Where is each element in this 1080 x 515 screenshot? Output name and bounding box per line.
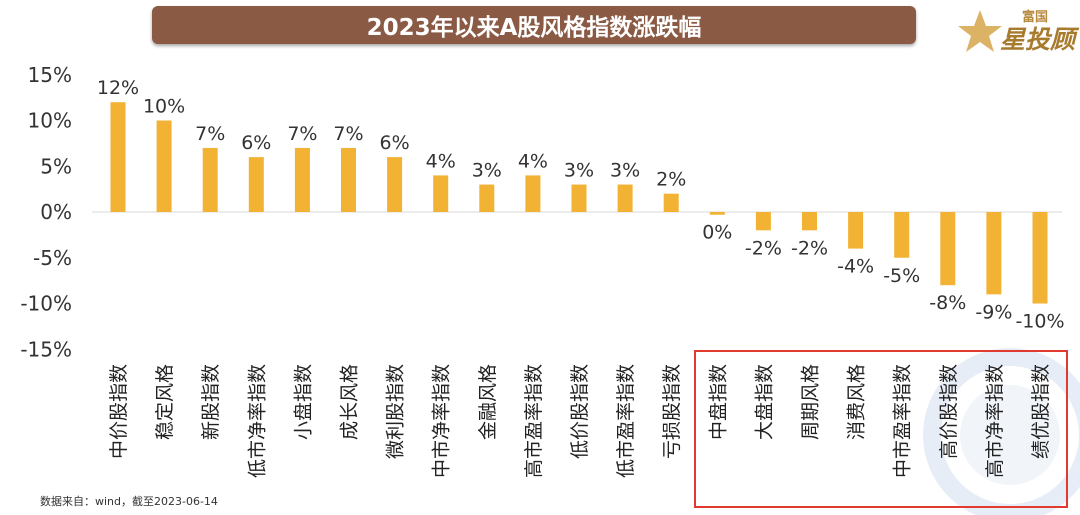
data-label: -2% (745, 237, 782, 259)
category-label: 金融风格 (477, 364, 499, 440)
bar (387, 157, 403, 212)
y-tick-label: -5% (33, 246, 72, 270)
y-tick-label: 5% (40, 154, 72, 178)
chart-title: 2023年以来A股风格指数涨跌幅 (152, 6, 916, 44)
category-label: 低价股指数 (569, 364, 591, 459)
category-label: 周期风格 (800, 364, 822, 440)
category-label: 低市净率指数 (246, 364, 268, 478)
data-label: 3% (564, 160, 594, 182)
category-label: 新股指数 (200, 364, 222, 440)
bar (986, 212, 1002, 295)
category-label: 微利股指数 (385, 364, 407, 459)
category-label: 稳定风格 (154, 364, 176, 440)
data-label: 7% (287, 123, 317, 145)
bar (709, 212, 725, 215)
source-note: 数据来自：wind，截至2023-06-14 (40, 495, 218, 508)
data-label: 3% (472, 160, 502, 182)
y-tick-label: -15% (20, 337, 72, 361)
bar (1032, 212, 1048, 304)
data-label: -4% (837, 256, 874, 278)
logo-main-text: 星投顾 (1000, 25, 1076, 54)
category-label: 中市盈率指数 (892, 364, 914, 478)
data-label: 10% (143, 96, 185, 118)
data-label: -5% (883, 265, 920, 287)
highlight-box (694, 350, 1068, 508)
category-label: 中盘指数 (707, 364, 729, 440)
data-label: 4% (426, 150, 456, 172)
bar (479, 184, 495, 212)
bar (433, 175, 449, 212)
bar (940, 212, 956, 286)
bar (802, 212, 817, 231)
watermark-emblem (923, 348, 1080, 515)
data-label: 2% (656, 169, 686, 191)
category-label: 中市净率指数 (431, 364, 453, 478)
data-label: -2% (791, 237, 828, 259)
bar (110, 102, 126, 212)
data-label: 0% (702, 222, 732, 244)
category-label: 低市盈率指数 (615, 364, 637, 478)
category-label: 成长风格 (339, 364, 361, 440)
category-label: 大盘指数 (753, 364, 775, 440)
category-label: 中价股指数 (108, 364, 130, 459)
brand-logo: 富国 星投顾 (958, 4, 1076, 58)
data-label: 3% (610, 160, 640, 182)
bar (755, 212, 771, 231)
bar (156, 120, 172, 212)
data-label: 7% (195, 123, 225, 145)
category-label: 小盘指数 (292, 364, 314, 440)
data-label: 12% (97, 77, 139, 99)
bar (617, 184, 633, 212)
data-label: 7% (333, 123, 363, 145)
data-label: 4% (518, 150, 548, 172)
data-label: 6% (241, 132, 271, 154)
y-tick-label: 15% (28, 63, 72, 87)
bar (294, 147, 310, 212)
y-tick-label: 10% (28, 109, 72, 133)
y-tick-label: -10% (20, 292, 72, 316)
bar (663, 193, 679, 212)
bar (894, 212, 910, 258)
bar (571, 184, 587, 212)
category-label: 高价股指数 (938, 364, 960, 459)
y-tick-label: 0% (40, 200, 72, 224)
bar (525, 175, 541, 212)
data-label: -8% (929, 292, 966, 314)
bar (341, 147, 356, 212)
star-icon (958, 10, 1002, 52)
data-label: 6% (380, 132, 410, 154)
category-label: 绩优股指数 (1030, 364, 1052, 459)
bar (848, 212, 864, 249)
bar (248, 157, 264, 212)
category-label: 亏损股指数 (661, 364, 683, 459)
data-label: -9% (975, 301, 1012, 323)
category-label: 高市净率指数 (984, 364, 1006, 478)
logo-top-text: 富国 (1022, 10, 1049, 25)
category-label: 消费风格 (846, 364, 868, 440)
data-label: -10% (1015, 311, 1064, 333)
bar (202, 147, 218, 212)
category-label: 高市盈率指数 (523, 364, 545, 478)
